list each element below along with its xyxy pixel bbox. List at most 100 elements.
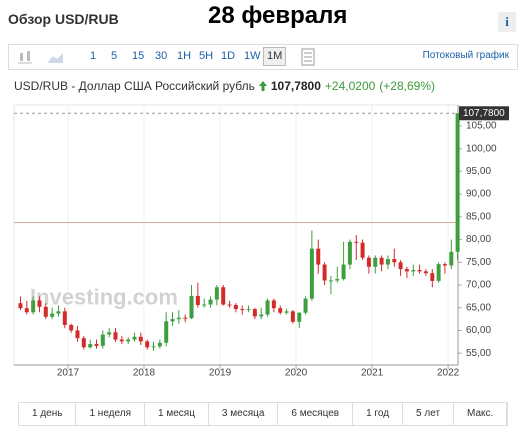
candle-body — [240, 309, 245, 311]
interval-button[interactable]: 30 — [155, 50, 168, 62]
candle-body — [132, 336, 137, 340]
y-tick-label: 105,00 — [466, 121, 497, 132]
interval-button[interactable]: 1D — [221, 50, 236, 62]
candle-body — [189, 295, 194, 319]
quote-header: USD/RUB - Доллар США Российский рубль 10… — [14, 79, 435, 93]
candle-body — [183, 317, 188, 319]
candle-body — [126, 339, 131, 342]
candle-body — [208, 299, 213, 305]
plot-frame — [13, 104, 459, 366]
candle-body — [423, 271, 428, 274]
candle-body — [278, 308, 283, 313]
period-bar: 1 день 1 неделя 1 месяц 3 месяца 6 месяцев 1 … — [18, 402, 509, 426]
period-button[interactable]: 6 месяцев — [278, 403, 354, 425]
candle-body — [341, 264, 346, 280]
candle-body — [404, 269, 409, 272]
candle-body — [157, 342, 162, 347]
instrument-name: USD/RUB - Доллар США Российский рубль — [14, 79, 255, 93]
interval-button[interactable]: 15 — [132, 50, 145, 62]
interval-button[interactable]: 1M — [263, 47, 287, 66]
candle-body — [107, 332, 112, 335]
candle-body — [436, 264, 441, 281]
candle-body — [297, 312, 302, 322]
candle-body — [88, 344, 93, 348]
candle-body — [354, 241, 359, 243]
candle-body — [271, 300, 276, 309]
date-heading: 28 февраля — [208, 2, 348, 29]
candle-body — [24, 308, 29, 313]
indicator-icon[interactable] — [301, 48, 315, 66]
info-button[interactable]: i — [498, 12, 516, 32]
y-tick-label: 70,00 — [466, 280, 491, 291]
x-tick-label: 2020 — [285, 368, 308, 379]
candle-body — [75, 330, 80, 339]
candle-body — [43, 306, 48, 317]
candle-body — [284, 311, 289, 313]
candle-body — [411, 270, 416, 272]
y-tick-label: 85,00 — [466, 211, 491, 222]
candle-body — [94, 344, 99, 346]
candle-body — [309, 248, 314, 299]
candle-body — [335, 279, 340, 281]
x-tick-label: 2021 — [361, 368, 384, 379]
x-tick-label: 2017 — [57, 368, 80, 379]
period-button[interactable]: 1 день — [19, 403, 77, 425]
period-button[interactable]: 5 лет — [403, 403, 455, 425]
period-button[interactable]: 1 неделя — [76, 403, 145, 425]
candle-body — [246, 309, 251, 311]
candle-body — [347, 241, 352, 265]
candle-body — [449, 251, 454, 266]
candle-body — [138, 336, 143, 342]
x-tick-label: 2018 — [133, 368, 156, 379]
candle-body — [366, 257, 371, 267]
candle-icon[interactable] — [17, 49, 33, 65]
price-box — [459, 106, 509, 121]
candle-body — [442, 264, 447, 266]
y-tick-label: 60,00 — [466, 325, 491, 336]
candle-body — [195, 295, 200, 305]
period-button[interactable]: 3 месяца — [209, 403, 279, 425]
period-button[interactable]: Макс. — [454, 403, 508, 425]
period-button[interactable]: 1 год — [353, 403, 404, 425]
candle-body — [417, 270, 422, 272]
up-arrow — [258, 81, 267, 91]
price: 107,7800 — [270, 79, 321, 93]
y-tick-label: 80,00 — [466, 234, 491, 245]
candle-body — [113, 332, 118, 340]
period-button[interactable]: 1 месяц — [145, 403, 209, 425]
candle-body — [18, 303, 23, 309]
interval-button[interactable]: 1W — [244, 50, 261, 62]
candle-body — [385, 259, 390, 265]
candle-body — [322, 264, 327, 281]
interval-button[interactable]: 1H — [177, 50, 192, 62]
candle-body — [69, 325, 74, 331]
candle-body — [202, 304, 207, 306]
candle-body — [328, 280, 333, 282]
change-percent: (+28,69%) — [379, 79, 435, 93]
candle-body — [62, 311, 67, 325]
x-tick-label: 2019 — [209, 368, 232, 379]
stream-link[interactable]: Потоковый график — [422, 50, 509, 61]
interval-button[interactable]: 1 — [90, 50, 97, 62]
interval-button[interactable]: 5H — [199, 50, 214, 62]
candle-body — [430, 273, 435, 281]
candle-body — [151, 346, 156, 348]
candle-body — [214, 287, 219, 300]
y-tick-label: 95,00 — [466, 166, 491, 177]
candle-body — [119, 339, 124, 342]
y-tick-label: 65,00 — [466, 302, 491, 313]
candle-body — [176, 317, 181, 320]
candle-body — [233, 305, 238, 310]
area-icon[interactable] — [47, 49, 65, 65]
candle-body — [164, 321, 169, 343]
candle-body — [259, 314, 264, 317]
widget-title: Обзор USD/RUB — [8, 11, 119, 27]
interval-button[interactable]: 5 — [111, 50, 118, 62]
candle-body — [392, 259, 397, 263]
candle-body — [100, 334, 105, 346]
watermark: Investing.com — [30, 284, 178, 309]
y-tick-label: 90,00 — [466, 189, 491, 200]
candle-body — [221, 287, 226, 305]
